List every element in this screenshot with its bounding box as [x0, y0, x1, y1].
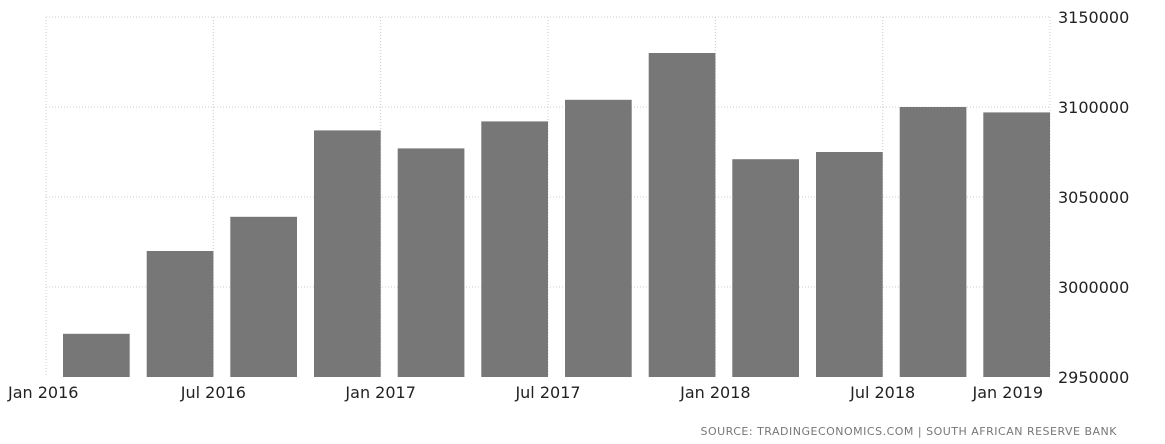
bar	[481, 121, 548, 378]
y-axis-ticks: 2950000 3000000 3050000 3100000 3150000	[1058, 8, 1129, 387]
bar	[230, 216, 297, 377]
bar	[63, 333, 130, 377]
x-tick-label: Jan 2019	[972, 383, 1043, 402]
bar	[899, 107, 967, 377]
source-note: SOURCE: TRADINGECONOMICS.COM | SOUTH AFR…	[700, 425, 1117, 438]
x-axis-ticks: Jan 2016 Jul 2016 Jan 2017 Jul 2017 Jan 2018…	[7, 383, 1043, 402]
bar	[732, 159, 799, 377]
bar	[146, 251, 214, 377]
x-tick-label: Jul 2016	[180, 383, 246, 402]
y-tick-label: 3100000	[1058, 98, 1129, 117]
y-tick-label: 3150000	[1058, 8, 1129, 27]
x-tick-label: Jan 2018	[679, 383, 750, 402]
x-tick-label: Jul 2017	[514, 383, 580, 402]
bar	[983, 112, 1050, 378]
bar	[816, 152, 883, 377]
y-tick-label: 3050000	[1058, 188, 1129, 207]
x-tick-label: Jul 2018	[849, 383, 915, 402]
bar	[565, 99, 632, 378]
x-tick-label: Jan 2017	[344, 383, 415, 402]
y-tick-label: 2950000	[1058, 368, 1129, 387]
x-tick-label: Jan 2016	[7, 383, 78, 402]
bar	[314, 130, 381, 377]
y-tick-label: 3000000	[1058, 278, 1129, 297]
bars	[63, 53, 1050, 378]
bar	[648, 53, 716, 377]
bar	[397, 148, 465, 377]
